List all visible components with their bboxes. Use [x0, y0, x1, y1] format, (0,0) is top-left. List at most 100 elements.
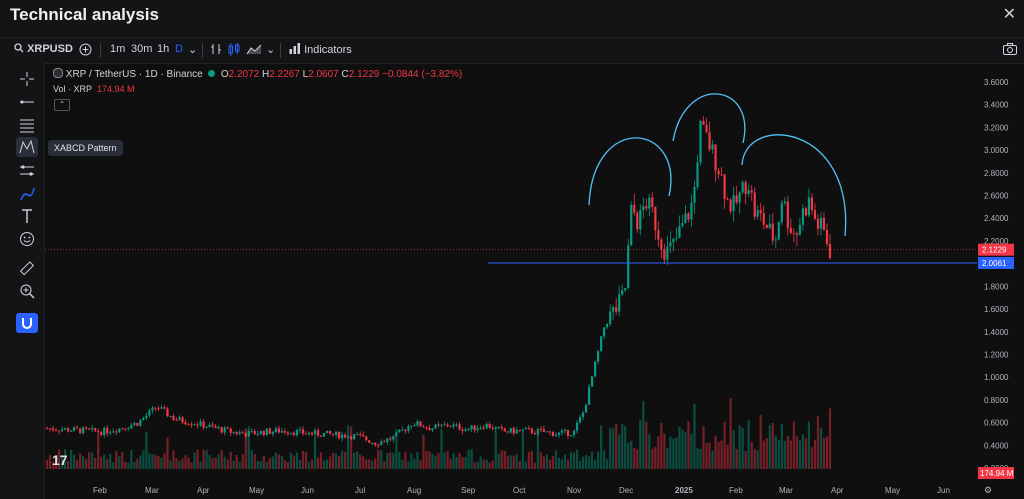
volume-bar — [127, 462, 130, 469]
candle-body — [262, 430, 265, 435]
volume-bar — [262, 455, 265, 469]
y-tick-label: 2.4000 — [984, 214, 1009, 223]
volume-bar — [645, 421, 648, 469]
collapse-legend-button[interactable]: ⌃ — [54, 99, 70, 111]
chevron-down-icon[interactable]: ⌄ — [188, 44, 198, 56]
candle-body — [545, 431, 549, 433]
add-icon[interactable] — [79, 43, 92, 59]
candle-body — [443, 424, 446, 426]
interval-1h[interactable]: 1h — [157, 43, 170, 55]
candle-body — [271, 431, 274, 434]
candle-body — [106, 427, 109, 434]
volume-bar — [756, 450, 759, 469]
camera-icon[interactable] — [1003, 43, 1017, 58]
volume-bar — [494, 431, 497, 469]
candle-body — [419, 421, 422, 427]
candle-body — [615, 307, 618, 312]
candle-body — [594, 361, 597, 377]
candle-body — [762, 213, 765, 225]
pattern-icon[interactable] — [16, 137, 38, 157]
x-tick-label: Sep — [461, 486, 476, 495]
search-icon — [14, 43, 24, 53]
volume-bar — [175, 458, 178, 469]
volume-bar — [401, 460, 404, 469]
close-icon[interactable]: ✕ — [1002, 6, 1016, 23]
volume-bar — [407, 461, 410, 469]
chart-toolbar: XRPUSD 1m 30m 1h D ⌄ ⌄ Indicators — [0, 37, 1024, 64]
candle-body — [639, 210, 642, 230]
volume-bar — [154, 455, 157, 469]
volume-bar — [699, 449, 702, 469]
volume-bar — [341, 450, 344, 469]
volume-bar — [277, 454, 280, 469]
candle-body — [440, 424, 443, 426]
candle-body — [368, 440, 371, 443]
chevron-down-icon[interactable]: ⌄ — [266, 44, 276, 56]
emoji-icon[interactable] — [16, 229, 38, 249]
volume-bar — [121, 451, 124, 469]
volume-bar — [521, 431, 524, 469]
candle-body — [184, 422, 187, 425]
candle-body — [247, 431, 250, 437]
candle-body — [335, 431, 338, 435]
candle-body — [220, 427, 223, 433]
candle-body — [548, 431, 552, 433]
volume-bar — [675, 437, 678, 469]
trend-line-icon[interactable] — [16, 92, 38, 112]
candle-body — [563, 429, 567, 431]
volume-bar — [250, 450, 253, 469]
head-arc — [672, 93, 746, 144]
text-icon[interactable] — [16, 206, 38, 226]
indicators-button[interactable]: Indicators — [289, 43, 352, 56]
volume-bar — [217, 454, 220, 469]
volume-bar — [88, 452, 91, 469]
price-chart[interactable]: 3.6000 3.4000 3.2000 3.0000 2.8000 2.6000 2.40… — [45, 63, 1024, 499]
magnet-icon[interactable] — [16, 313, 38, 333]
symbol-search[interactable]: XRPUSD — [14, 43, 73, 55]
change-value: −0.0844 (−3.82%) — [382, 69, 463, 80]
volume-bar — [795, 436, 798, 469]
volume-bar — [678, 426, 681, 469]
zoom-icon[interactable] — [16, 281, 38, 301]
volume-bar — [380, 450, 383, 469]
interval-1m[interactable]: 1m — [110, 43, 126, 55]
candle-body — [298, 429, 302, 431]
volume-bar — [813, 439, 817, 469]
candles-icon[interactable] — [228, 43, 240, 59]
candle-body — [289, 432, 293, 434]
volume-bar — [344, 451, 347, 469]
volume-bar — [819, 427, 823, 469]
interval-d[interactable]: D — [175, 43, 183, 55]
candle-body — [51, 428, 55, 431]
candle-body — [79, 428, 82, 434]
candle-body — [100, 432, 103, 435]
volume-bar — [798, 440, 801, 469]
interval-30m[interactable]: 30m — [131, 43, 153, 55]
candle-body — [738, 192, 741, 203]
area-icon[interactable] — [246, 43, 262, 58]
brush-icon[interactable] — [16, 184, 38, 204]
volume-bar — [395, 429, 398, 469]
candle-body — [241, 432, 244, 434]
live-dot-icon — [208, 70, 216, 77]
candle-body — [428, 427, 431, 431]
volume-bar — [615, 423, 618, 469]
candle-body — [359, 434, 362, 436]
projection-icon[interactable] — [16, 161, 38, 181]
close-value: 2.1229 — [348, 69, 380, 80]
candle-body — [711, 144, 714, 150]
candle-body — [250, 431, 253, 433]
candle-body — [768, 223, 771, 229]
y-tick-label: 1.4000 — [984, 328, 1009, 337]
volume-bar — [461, 457, 464, 469]
ruler-icon[interactable] — [16, 259, 38, 279]
candle-body — [88, 428, 91, 430]
fib-icon[interactable] — [16, 115, 38, 135]
volume-bar — [804, 438, 808, 469]
volume-bar — [551, 455, 555, 469]
volume-bar — [69, 450, 73, 469]
bars-icon[interactable] — [210, 43, 222, 58]
crosshair-icon[interactable] — [16, 69, 38, 89]
volume-bar — [455, 457, 458, 469]
candle-body — [328, 430, 332, 434]
